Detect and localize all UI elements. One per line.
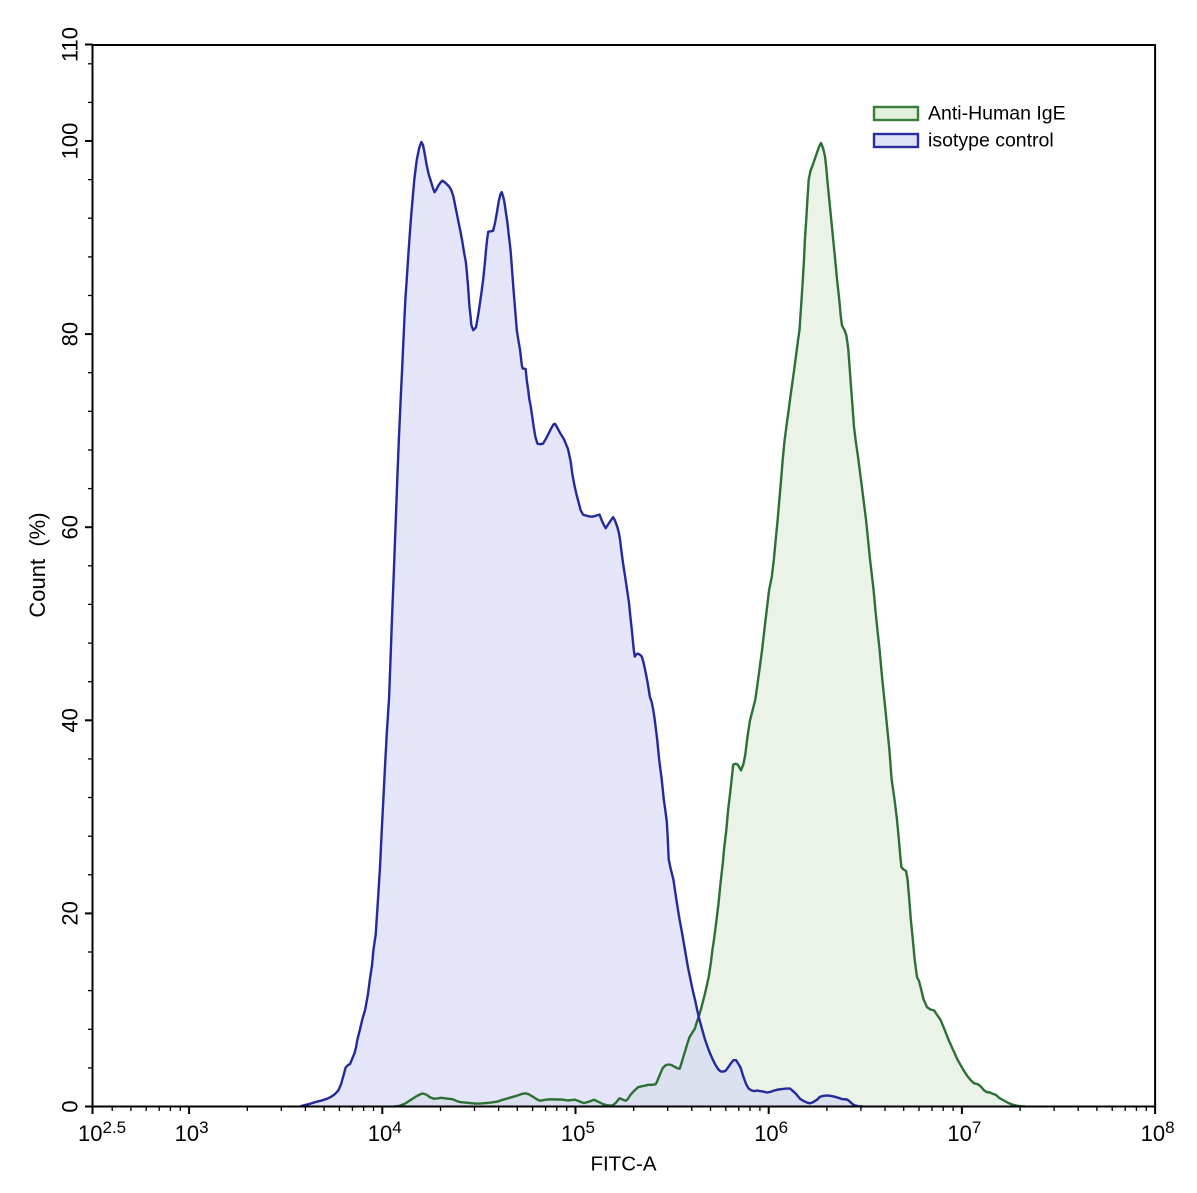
svg-text:Anti-Human IgE: Anti-Human IgE bbox=[928, 103, 1066, 125]
svg-text:60: 60 bbox=[58, 515, 83, 539]
svg-text:isotype control: isotype control bbox=[928, 130, 1054, 152]
svg-text:80: 80 bbox=[58, 322, 83, 346]
svg-text:104: 104 bbox=[368, 1118, 402, 1146]
svg-text:100: 100 bbox=[58, 123, 83, 160]
svg-text:110: 110 bbox=[58, 27, 83, 62]
svg-text:Count (%): Count (%) bbox=[25, 512, 50, 617]
svg-text:40: 40 bbox=[58, 708, 83, 732]
svg-text:FITC-A: FITC-A bbox=[590, 1153, 656, 1176]
svg-text:0: 0 bbox=[58, 1100, 83, 1112]
svg-text:20: 20 bbox=[58, 901, 83, 925]
